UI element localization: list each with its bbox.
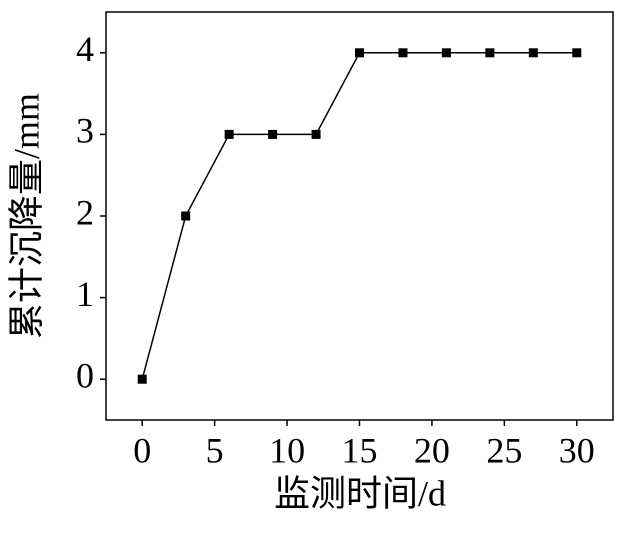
x-tick-label: 20 xyxy=(414,430,450,470)
marker xyxy=(572,48,582,58)
x-tick-label: 25 xyxy=(486,430,522,470)
y-axis-label: 累计沉降量/mm xyxy=(6,93,46,339)
x-tick-label: 10 xyxy=(269,430,305,470)
marker xyxy=(528,48,538,58)
x-tick-label: 15 xyxy=(342,430,378,470)
marker xyxy=(224,129,234,139)
y-tick-label: 0 xyxy=(76,355,94,395)
marker xyxy=(355,48,364,58)
y-tick-label: 3 xyxy=(76,111,94,151)
marker xyxy=(311,129,321,139)
y-tick-label: 4 xyxy=(76,29,94,69)
marker xyxy=(441,48,451,58)
y-tick-label: 2 xyxy=(76,192,94,232)
x-tick-label: 30 xyxy=(559,430,595,470)
marker xyxy=(398,48,408,58)
x-tick-label: 5 xyxy=(206,430,224,470)
marker xyxy=(268,129,278,139)
marker xyxy=(485,48,495,58)
marker xyxy=(137,374,147,384)
series-line xyxy=(141,52,577,380)
x-axis-label: 监测时间/d xyxy=(274,473,446,513)
x-tick-label: 0 xyxy=(133,430,151,470)
marker xyxy=(181,211,191,221)
y-tick-label: 1 xyxy=(76,274,94,314)
